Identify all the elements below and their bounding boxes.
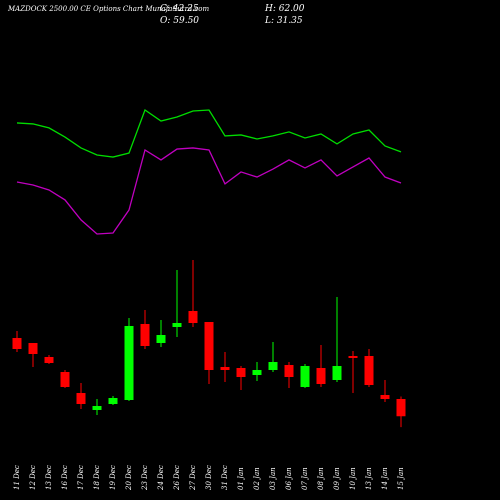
candle-body <box>396 399 406 417</box>
candle-body <box>236 368 246 377</box>
candle-body <box>108 398 118 404</box>
candle-body <box>156 335 166 343</box>
x-tick-label: 19 Dec <box>109 465 117 490</box>
candle-body <box>380 395 390 399</box>
candle-body <box>60 372 70 387</box>
candle-body <box>12 338 22 349</box>
x-tick-label: 20 Dec <box>125 465 133 491</box>
candle-body <box>300 366 310 387</box>
candle-body <box>284 365 294 377</box>
candle-body <box>220 367 230 370</box>
candle-body <box>252 370 262 375</box>
x-tick-label: 14 Jan <box>381 467 389 490</box>
x-tick-label: 30 Dec <box>205 465 213 490</box>
indicator-line <box>16 147 402 235</box>
x-tick-label: 18 Dec <box>93 465 101 490</box>
x-tick-label: 07 Jan <box>301 467 309 490</box>
candle-body <box>28 343 38 354</box>
x-tick-label: 01 Jan <box>237 467 245 490</box>
x-tick-label: 03 Jan <box>269 467 277 490</box>
x-tick-label: 23 Dec <box>141 465 149 491</box>
x-tick-label: 06 Jan <box>285 467 293 490</box>
x-tick-label: 12 Dec <box>29 465 37 490</box>
candle-body <box>76 393 86 404</box>
low-label: L: 31.35 <box>264 16 303 26</box>
candle-body <box>332 366 342 380</box>
x-tick-label: 11 Dec <box>13 465 21 490</box>
x-tick-label: 24 Dec <box>157 465 165 491</box>
x-tick-label: 26 Dec <box>173 465 181 491</box>
x-tick-label: 27 Dec <box>189 465 197 491</box>
x-tick-label: 31 Dec <box>221 465 229 490</box>
x-tick-label: 13 Jan <box>365 467 373 490</box>
candle-body <box>140 324 150 346</box>
x-tick-label: 15 Jan <box>397 467 405 490</box>
x-tick-label: 16 Dec <box>61 465 69 490</box>
close-label: C: 42.25 <box>160 4 199 14</box>
candle-body <box>348 356 358 358</box>
x-tick-label: 17 Dec <box>77 465 85 490</box>
candle-body <box>124 326 134 400</box>
candle-body <box>172 323 182 327</box>
x-tick-label: 13 Dec <box>45 465 53 490</box>
x-tick-label: 09 Jan <box>333 467 341 490</box>
indicator-line <box>16 108 402 158</box>
candle-body <box>364 356 374 385</box>
candle-body <box>204 322 214 370</box>
candle-body <box>44 357 54 363</box>
open-label: O: 59.50 <box>160 16 199 26</box>
high-label: H: 62.00 <box>264 4 305 14</box>
candle-body <box>316 368 326 384</box>
x-tick-label: 10 Jan <box>349 467 357 490</box>
candle-body <box>92 406 102 410</box>
x-tick-label: 02 Jan <box>253 467 261 490</box>
x-tick-label: 08 Jan <box>317 467 325 490</box>
candle-body <box>268 362 278 370</box>
chart-title: MAZDOCK 2500.00 CE Options Chart MunafaS… <box>7 5 209 13</box>
candle-body <box>188 311 198 323</box>
